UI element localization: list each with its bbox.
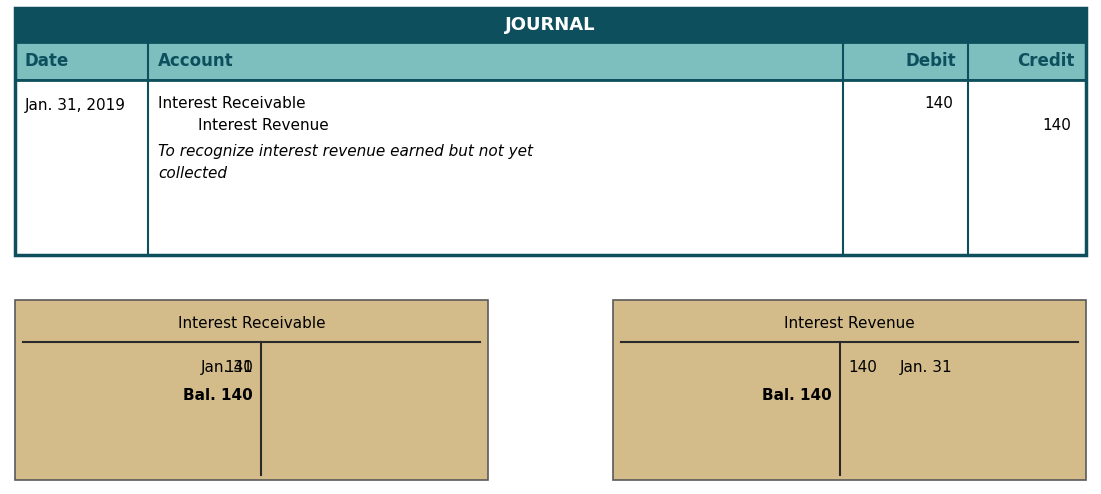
Text: To recognize interest revenue earned but not yet: To recognize interest revenue earned but…: [159, 144, 533, 159]
Bar: [613, 300, 1086, 480]
Text: Jan. 31: Jan. 31: [201, 360, 253, 375]
Bar: [15, 8, 1086, 42]
Text: Jan. 31, 2019: Jan. 31, 2019: [25, 98, 126, 113]
Text: 140: 140: [848, 360, 876, 375]
Text: Interest Receivable: Interest Receivable: [159, 96, 306, 111]
Bar: [15, 42, 1086, 80]
Text: Debit: Debit: [905, 52, 956, 70]
Text: Credit: Credit: [1016, 52, 1073, 70]
Text: collected: collected: [159, 166, 227, 181]
Text: JOURNAL: JOURNAL: [505, 16, 596, 34]
Text: Jan. 31: Jan. 31: [900, 360, 952, 375]
Bar: [15, 300, 488, 480]
Text: 140: 140: [924, 96, 953, 111]
Text: Bal. 140: Bal. 140: [183, 388, 253, 403]
Bar: [15, 300, 488, 480]
Bar: [15, 8, 1086, 255]
Text: Interest Revenue: Interest Revenue: [784, 316, 915, 331]
Text: Interest Receivable: Interest Receivable: [177, 316, 325, 331]
Text: Date: Date: [25, 52, 69, 70]
Text: Interest Revenue: Interest Revenue: [198, 118, 329, 133]
Bar: [613, 300, 1086, 480]
Bar: [15, 80, 1086, 255]
Text: Bal. 140: Bal. 140: [762, 388, 832, 403]
Text: Account: Account: [159, 52, 233, 70]
Text: 140: 140: [1043, 118, 1071, 133]
Text: 140: 140: [225, 360, 253, 375]
